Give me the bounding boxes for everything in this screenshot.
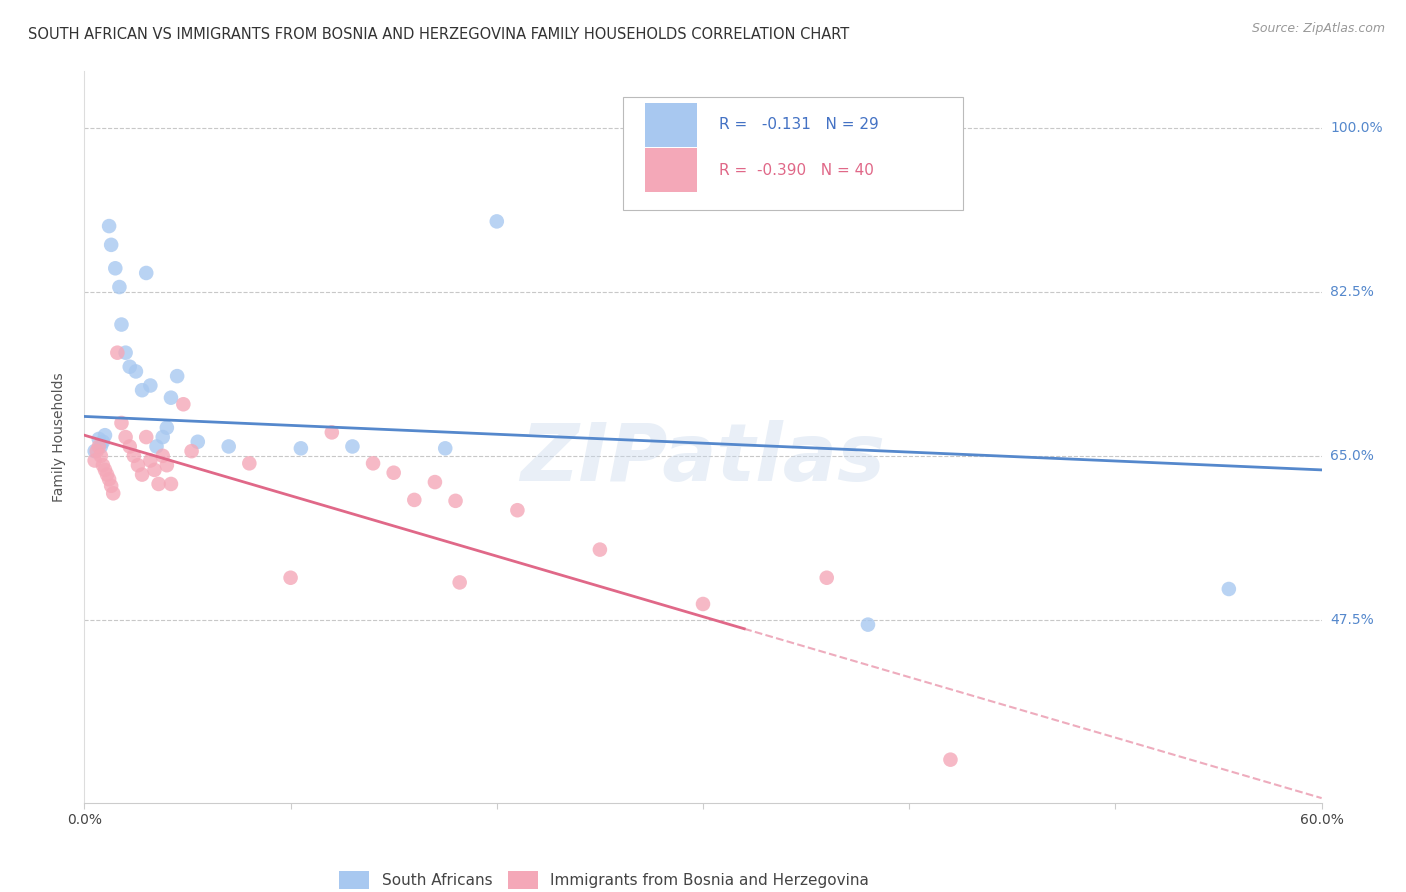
Point xyxy=(110,318,132,332)
Bar xyxy=(645,103,697,146)
Point xyxy=(143,463,166,477)
Point xyxy=(156,458,179,473)
Point xyxy=(361,456,384,470)
Point xyxy=(152,430,174,444)
Point xyxy=(290,442,312,456)
Point xyxy=(692,597,714,611)
Point xyxy=(160,477,183,491)
Point xyxy=(135,430,157,444)
Point xyxy=(98,219,121,233)
Point xyxy=(156,420,179,434)
Point xyxy=(939,753,962,767)
Point xyxy=(96,467,118,482)
Legend: South Africans, Immigrants from Bosnia and Herzegovina: South Africans, Immigrants from Bosnia a… xyxy=(333,865,876,892)
Point xyxy=(105,345,128,359)
Point xyxy=(589,542,612,557)
Point xyxy=(238,456,260,470)
Point xyxy=(131,383,153,397)
Point xyxy=(100,479,122,493)
Point xyxy=(83,453,105,467)
Point xyxy=(98,472,121,486)
Point xyxy=(423,475,446,489)
Point xyxy=(280,571,302,585)
Point xyxy=(87,440,110,454)
Text: R =  -0.390   N = 40: R = -0.390 N = 40 xyxy=(718,162,875,178)
Text: R =   -0.131   N = 29: R = -0.131 N = 29 xyxy=(718,117,879,132)
Text: 65.0%: 65.0% xyxy=(1330,449,1374,463)
FancyBboxPatch shape xyxy=(623,97,963,211)
Bar xyxy=(645,148,697,192)
Point xyxy=(404,492,426,507)
Point xyxy=(125,364,148,378)
Point xyxy=(444,493,467,508)
Point xyxy=(87,432,110,446)
Point xyxy=(94,463,117,477)
Point xyxy=(321,425,343,440)
Point xyxy=(103,486,125,500)
Point xyxy=(90,449,112,463)
Point xyxy=(94,428,117,442)
Point xyxy=(434,442,457,456)
Point xyxy=(139,453,162,467)
Point xyxy=(160,391,183,405)
Point xyxy=(118,440,141,454)
Point xyxy=(122,449,145,463)
Point xyxy=(218,440,240,454)
Point xyxy=(485,214,508,228)
Text: 47.5%: 47.5% xyxy=(1330,613,1374,627)
Point xyxy=(127,458,149,473)
Point xyxy=(180,444,202,458)
Point xyxy=(131,467,153,482)
Point xyxy=(90,440,112,454)
Point xyxy=(83,444,105,458)
Point xyxy=(152,449,174,463)
Point xyxy=(114,345,136,359)
Point xyxy=(1218,582,1240,596)
Point xyxy=(139,378,162,392)
Text: SOUTH AFRICAN VS IMMIGRANTS FROM BOSNIA AND HERZEGOVINA FAMILY HOUSEHOLDS CORREL: SOUTH AFRICAN VS IMMIGRANTS FROM BOSNIA … xyxy=(28,27,849,42)
Text: Source: ZipAtlas.com: Source: ZipAtlas.com xyxy=(1251,22,1385,36)
Point xyxy=(145,440,167,454)
Point xyxy=(856,617,879,632)
Text: 100.0%: 100.0% xyxy=(1330,120,1382,135)
Point xyxy=(506,503,529,517)
Point xyxy=(104,261,127,276)
Point xyxy=(382,466,405,480)
Point xyxy=(91,434,114,449)
Point xyxy=(114,430,136,444)
Point xyxy=(91,458,114,473)
Point xyxy=(135,266,157,280)
Point xyxy=(342,440,364,454)
Text: ZIPatlas: ZIPatlas xyxy=(520,420,886,498)
Text: 82.5%: 82.5% xyxy=(1330,285,1374,299)
Point xyxy=(108,280,131,294)
Point xyxy=(815,571,838,585)
Point xyxy=(100,237,122,252)
Point xyxy=(449,575,471,590)
Point xyxy=(86,444,108,458)
Point xyxy=(110,416,132,430)
Point xyxy=(187,434,209,449)
Y-axis label: Family Households: Family Households xyxy=(52,372,66,502)
Point xyxy=(172,397,194,411)
Point xyxy=(166,369,188,384)
Point xyxy=(148,477,170,491)
Point xyxy=(118,359,141,374)
